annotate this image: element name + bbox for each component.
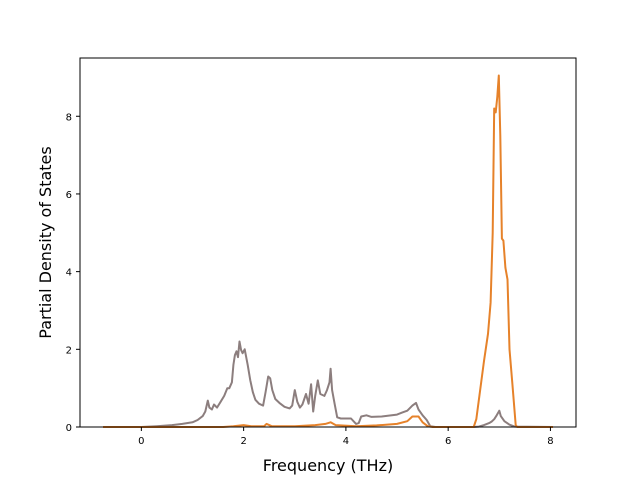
y-tick-label: 6	[66, 190, 72, 201]
x-tick-label: 0	[138, 436, 144, 447]
y-tick-label: 2	[66, 345, 72, 356]
y-axis-label: Partial Density of States	[36, 146, 55, 338]
y-tick-label: 8	[66, 112, 72, 123]
x-tick-label: 4	[343, 436, 349, 447]
x-axis: 0 2 4 6 8	[138, 427, 554, 447]
x-axis-label: Frequency (THz)	[263, 456, 393, 475]
y-axis: 0 2 4 6 8	[66, 112, 80, 434]
x-tick-label: 6	[445, 436, 451, 447]
series-line-1	[103, 340, 554, 428]
x-tick-label: 8	[547, 436, 553, 447]
series-line-2	[103, 74, 553, 428]
series-layer	[103, 74, 554, 428]
plot-frame	[79, 57, 577, 428]
x-tick-label: 2	[240, 436, 246, 447]
y-tick-label: 4	[66, 268, 72, 279]
y-tick-label: 0	[66, 423, 72, 434]
plot-area: 0 2 4 6 8 0 2 4 6 8	[66, 57, 577, 447]
